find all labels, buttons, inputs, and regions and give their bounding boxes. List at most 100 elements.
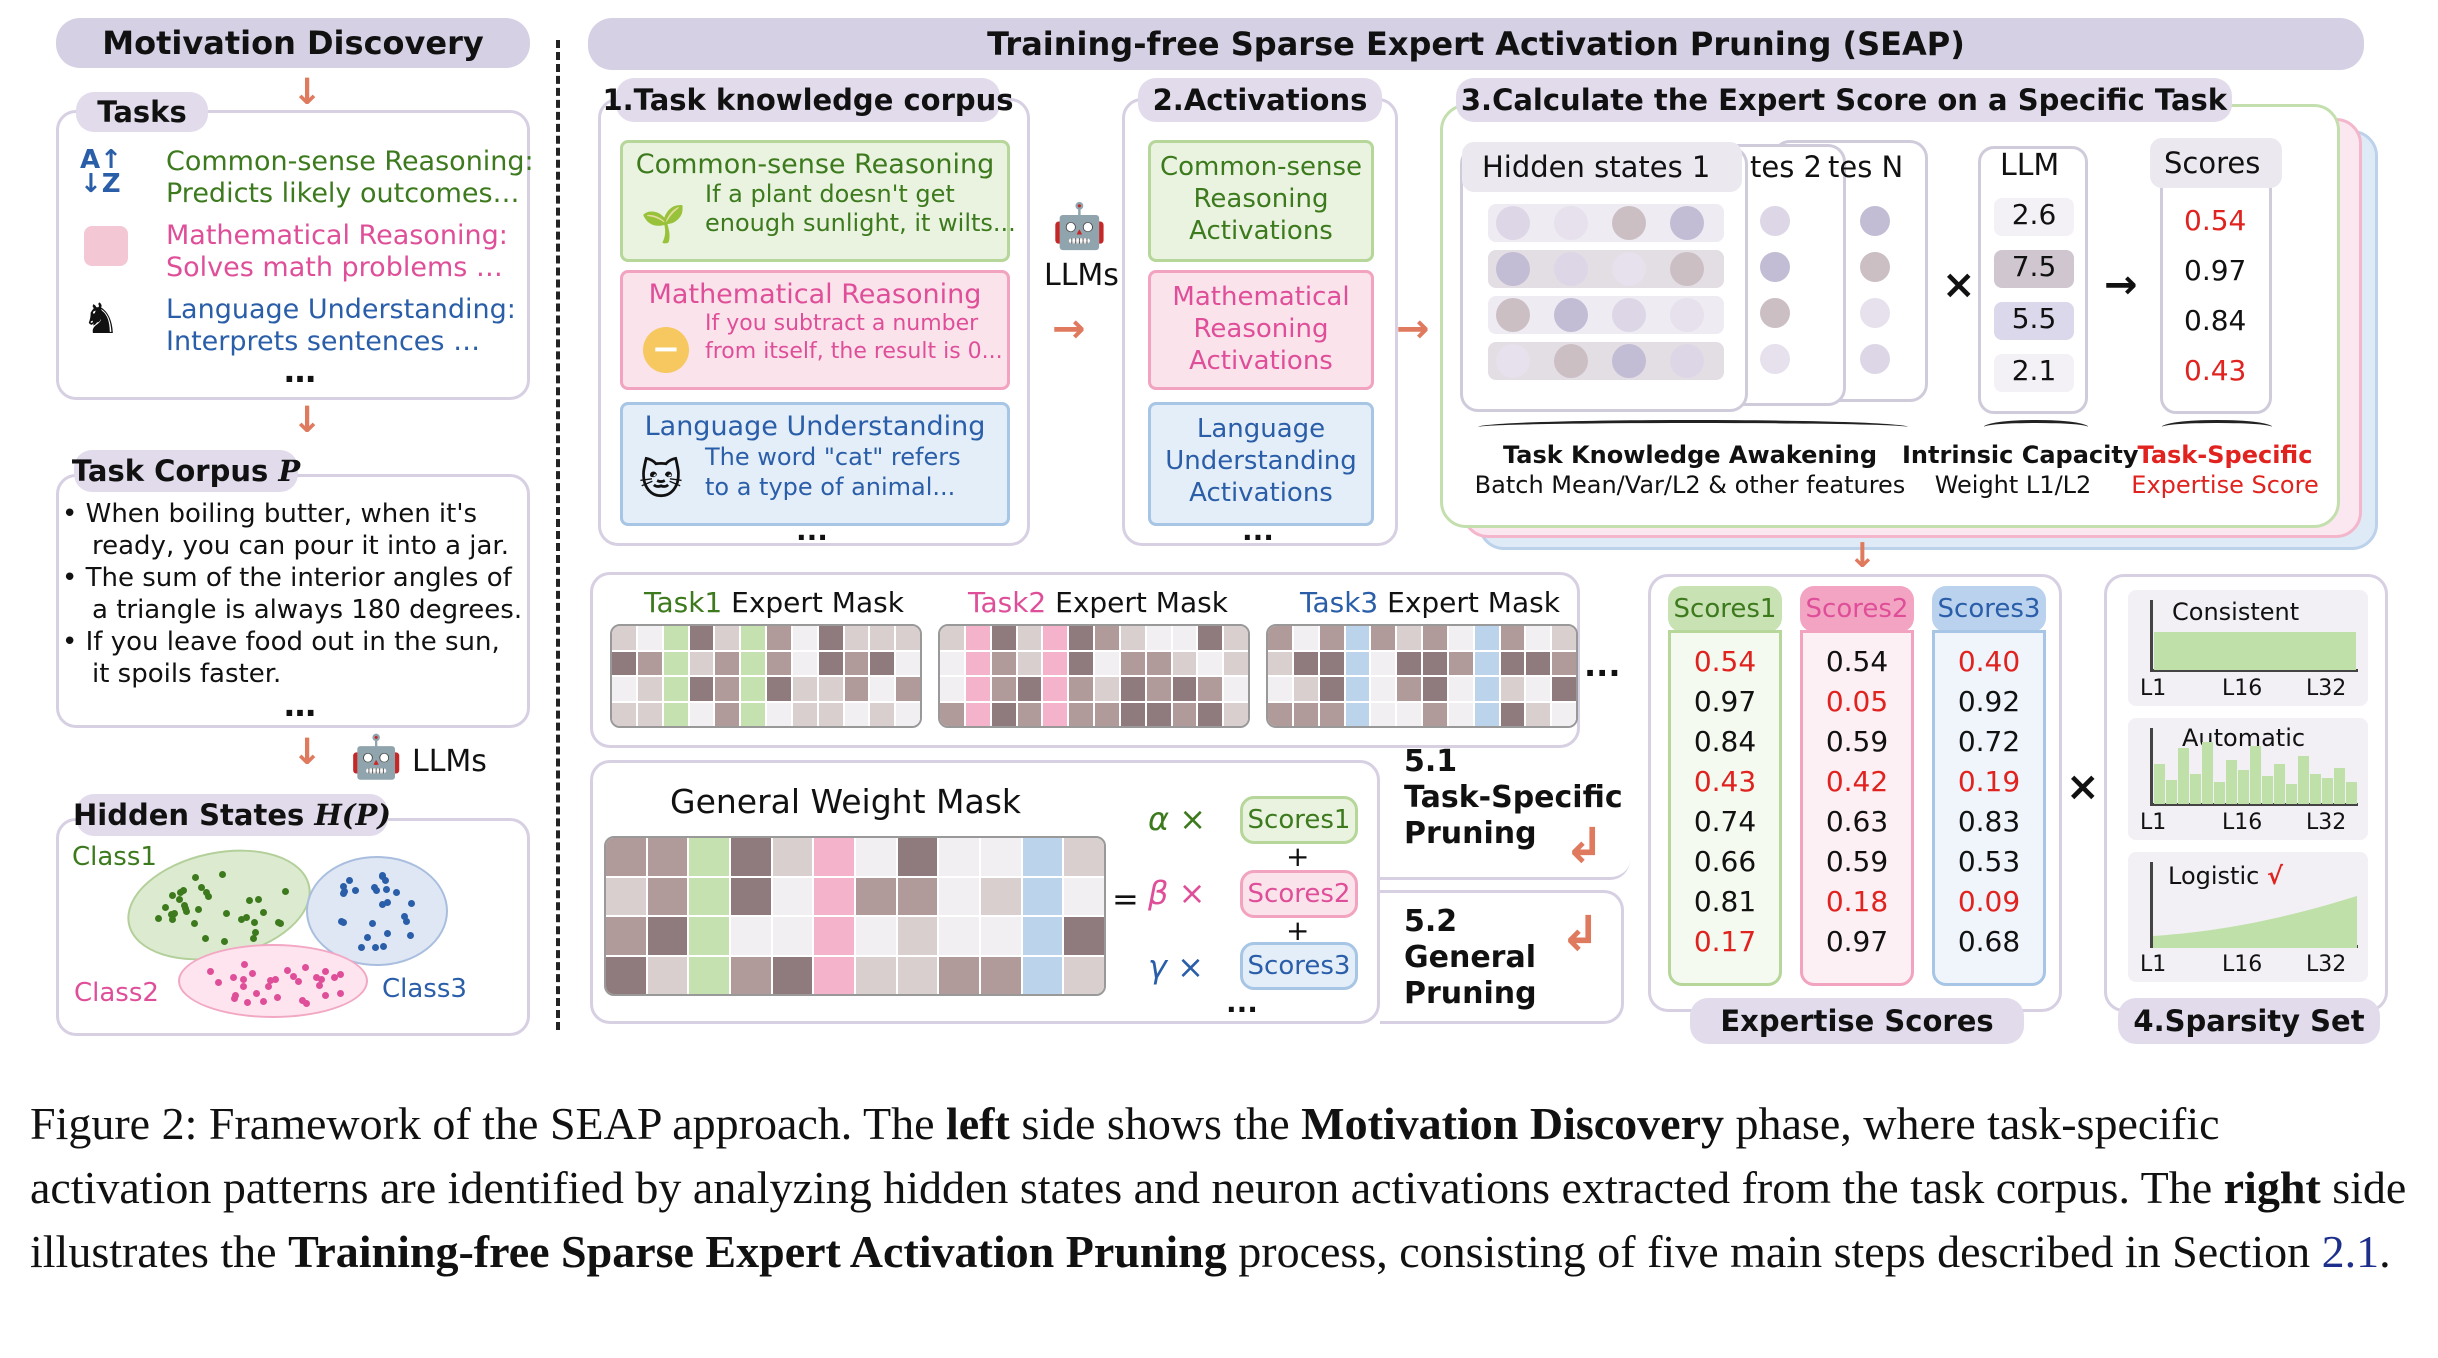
- mask-cell: [1474, 702, 1499, 726]
- scores1-header: Scores1: [1668, 586, 1782, 632]
- mask-cell: [818, 702, 843, 726]
- mask-cell: [870, 677, 895, 701]
- cluster-point: [252, 989, 260, 997]
- mask-cell: [1120, 677, 1145, 701]
- neuron: [1760, 298, 1790, 328]
- mask-cell: [1293, 677, 1318, 701]
- cluster-point: [266, 977, 274, 985]
- mask-cell: [818, 677, 843, 701]
- hidden-states-label: Hidden States H(P): [73, 794, 391, 836]
- tick-l16: L16: [2222, 676, 2263, 701]
- mask-cell: [1552, 651, 1576, 675]
- cluster-point: [169, 915, 177, 923]
- cluster-point: [364, 933, 371, 941]
- neuron: [1496, 298, 1530, 332]
- mask-cell: [1224, 651, 1248, 675]
- consistent-chart: Consistent L1 L16 L32: [2128, 590, 2368, 706]
- score-cell: 0.74: [1693, 805, 1757, 838]
- scores2-header: Scores2: [1800, 586, 1914, 632]
- mask-cell: [1198, 677, 1223, 701]
- score-cell: 0.97: [1825, 925, 1889, 958]
- mask-cell: [772, 956, 813, 994]
- cluster-point: [276, 919, 284, 927]
- mask-cell: [1043, 651, 1068, 675]
- mask-cell: [896, 677, 920, 701]
- mask-cell: [844, 626, 869, 650]
- mask-cell: [1345, 651, 1370, 675]
- mask-cell: [1198, 702, 1223, 726]
- mask-cell: [939, 917, 979, 955]
- mask-cell: [612, 626, 636, 650]
- mask-cell: [1293, 626, 1318, 650]
- curved-arrow-icon: ↲: [1564, 818, 1605, 874]
- minus-icon: −: [643, 327, 689, 373]
- mask-cell: [1397, 626, 1421, 650]
- down-arrow-icon: ↓: [292, 732, 323, 773]
- neuron: [1760, 252, 1790, 282]
- right-arrow-icon: →: [1052, 306, 1086, 352]
- automatic-bar: [2238, 770, 2249, 804]
- cluster-point: [379, 901, 387, 909]
- mask-cell: [1069, 677, 1093, 701]
- tick-l32: L32: [2306, 952, 2347, 977]
- step3-label: 3.Calculate the Expert Score on a Specif…: [1456, 78, 2232, 122]
- cluster-point: [379, 872, 387, 880]
- tick-l1: L1: [2140, 676, 2167, 701]
- score-cell: 0.59: [1825, 845, 1889, 878]
- activations-common-sense: Common-sense Reasoning Activations: [1148, 140, 1374, 262]
- mask-cell: [772, 877, 813, 915]
- mask-cell: [1397, 702, 1421, 726]
- mask-cell: [1120, 626, 1145, 650]
- cluster-point: [190, 920, 198, 928]
- mask-cell: [1198, 651, 1223, 675]
- mask-cell: [1474, 677, 1499, 701]
- llm-value: 5.5: [1994, 302, 2074, 340]
- section-link[interactable]: 2.1: [2321, 1226, 2380, 1277]
- scores2-values: 0.54 0.05 0.59 0.42 0.63 0.59 0.18 0.97: [1800, 642, 1914, 962]
- hidden-states-1-title: Hidden states 1: [1482, 150, 1711, 184]
- cluster-point: [301, 963, 309, 971]
- score-cell: 0.09: [1957, 885, 2021, 918]
- score-cell: 0.43: [1693, 765, 1757, 798]
- mask-cell: [1293, 702, 1318, 726]
- mask-cell: [844, 677, 869, 701]
- score-cell: 0.72: [1957, 725, 2021, 758]
- mask-cell: [1064, 956, 1104, 994]
- mask-cell: [965, 677, 990, 701]
- mask-cell: [715, 702, 740, 726]
- mask-cell: [814, 838, 854, 876]
- task-language: Language Understanding: Interprets senten…: [166, 294, 516, 357]
- llms-label-mid: LLMs: [1044, 258, 1119, 293]
- mask-cell: [731, 838, 771, 876]
- automatic-bar: [2322, 778, 2333, 804]
- mask-cell: [1043, 702, 1068, 726]
- mask-cell: [741, 651, 765, 675]
- neuron: [1612, 252, 1646, 286]
- mask-cell: [981, 838, 1021, 876]
- automatic-bar: [2226, 760, 2237, 804]
- mask-cell: [896, 651, 920, 675]
- mask-cell: [792, 626, 817, 650]
- mask-cell: [772, 917, 813, 955]
- mask-cell: [689, 917, 729, 955]
- cluster-point: [290, 972, 298, 980]
- equals-sign: =: [1112, 880, 1139, 918]
- score-cell: 0.17: [1693, 925, 1757, 958]
- neuron: [1670, 344, 1704, 378]
- neuron: [1670, 252, 1704, 286]
- cluster-point: [202, 888, 210, 896]
- step51-label: 5.1 Task-Specific Pruning: [1404, 744, 1623, 851]
- cluster-point: [239, 976, 247, 984]
- neuron: [1860, 344, 1890, 374]
- cluster-point: [162, 903, 170, 911]
- llm-value: 2.1: [1994, 354, 2074, 392]
- scores3-chip: Scores3: [1240, 942, 1358, 990]
- tasks-label: Tasks: [76, 92, 208, 132]
- task1-mask: [610, 624, 922, 728]
- mask-cell: [814, 956, 854, 994]
- cluster-point: [260, 909, 268, 917]
- mask-cell: [1043, 626, 1068, 650]
- tick-l32: L32: [2306, 676, 2347, 701]
- cluster-point: [351, 886, 359, 894]
- cluster-point: [243, 998, 251, 1006]
